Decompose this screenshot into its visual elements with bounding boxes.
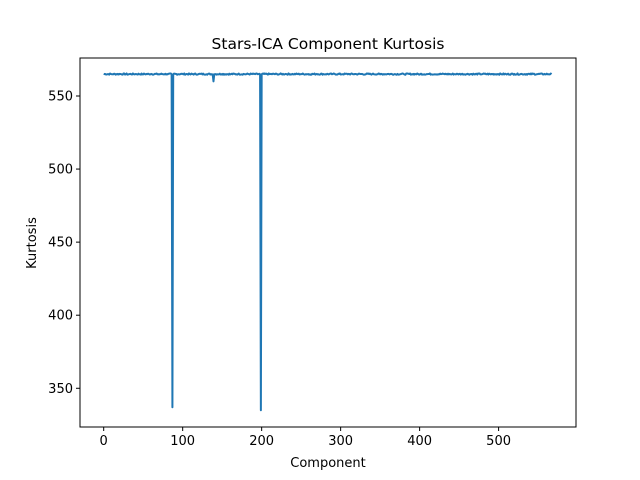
- x-tick-label: 500: [486, 434, 511, 449]
- chart-title: Stars-ICA Component Kurtosis: [212, 35, 445, 53]
- x-axis-label: Component: [290, 456, 365, 471]
- series-line-0: [103, 72, 553, 412]
- x-tick-label: 100: [170, 434, 195, 449]
- y-tick-label: 400: [48, 309, 73, 324]
- series-layer: [103, 72, 553, 412]
- y-axis-ticks: 350 400 450 500 550: [48, 89, 80, 397]
- y-tick-label: 450: [48, 236, 73, 251]
- x-tick-label: 300: [328, 434, 353, 449]
- y-tick-label: 350: [48, 382, 73, 397]
- x-tick-label: 0: [100, 434, 108, 449]
- x-tick-label: 400: [407, 434, 432, 449]
- x-axis-ticks: 0 100 200 300 400 500: [100, 427, 511, 449]
- y-axis-label: Kurtosis: [25, 217, 40, 269]
- x-tick-label: 200: [249, 434, 274, 449]
- y-tick-label: 500: [48, 163, 73, 178]
- y-tick-label: 550: [48, 89, 73, 104]
- plot-frame: [79, 57, 577, 428]
